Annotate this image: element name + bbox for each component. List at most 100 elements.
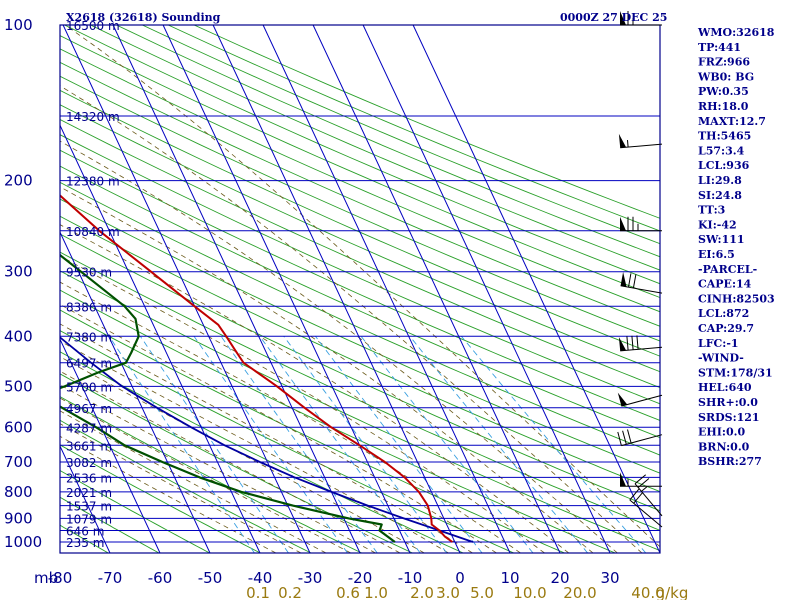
- mixing-ratio-line: [283, 336, 448, 553]
- sounding-time: 0000Z 27 DEC 25: [560, 11, 667, 24]
- dry-adiabat: [60, 149, 660, 421]
- parcel-trace: [60, 336, 474, 543]
- isotherm: [262, 25, 511, 553]
- moist-adiabat: [60, 186, 594, 553]
- isotherm: [362, 25, 611, 553]
- height-label: 2536 m: [66, 471, 112, 485]
- index-line: MAXT:12.7: [698, 115, 766, 128]
- moist-adiabat: [60, 384, 376, 553]
- index-line: TH:5465: [698, 130, 751, 143]
- moist-adiabat: [60, 370, 401, 553]
- moist-adiabat: [64, 25, 660, 548]
- temperature-tick-label: -40: [248, 569, 273, 587]
- dry-adiabat: [60, 309, 565, 553]
- height-label: 3082 m: [66, 456, 112, 470]
- profiles: [60, 194, 474, 543]
- pressure-tick-label: 400: [4, 327, 33, 345]
- moist-adiabat: [60, 140, 618, 553]
- index-line: SRDS:121: [698, 411, 760, 424]
- index-line: LI:29.8: [698, 174, 742, 187]
- index-line: FRZ:966: [698, 56, 750, 69]
- mixing-ratio-tick-label: 10.0: [513, 584, 546, 600]
- wind-barb: [617, 429, 663, 447]
- mixing-ratio-tick-label: 3.0: [436, 584, 460, 600]
- mixing-ratio-tick-label: 20.0: [563, 584, 596, 600]
- index-line: LFC:-1: [698, 337, 739, 350]
- dry-adiabat: [60, 48, 660, 313]
- dry-adiabat: [60, 75, 660, 342]
- temperature-tick-label: -50: [198, 569, 223, 587]
- wind-barbs: [617, 11, 663, 528]
- wind-barb: [619, 216, 663, 232]
- temperature-tick-label: 30: [600, 569, 619, 587]
- mixing-ratio-tick-label: 0.1: [246, 584, 270, 600]
- isotherm: [60, 444, 111, 553]
- wind-barb: [618, 335, 663, 352]
- dry-adiabat: [60, 104, 660, 373]
- height-label: 4967 m: [66, 402, 112, 416]
- height-label: 2021 m: [66, 486, 112, 500]
- index-line: PW:0.35: [698, 85, 749, 98]
- index-line: WMO:32618: [697, 26, 775, 39]
- temperature-tick-label: 0: [455, 569, 465, 587]
- temperature-tick-label: -30: [298, 569, 323, 587]
- height-label: 16500 m: [66, 19, 120, 33]
- height-label: 8386 m: [66, 300, 112, 314]
- station-title: X2618 (32618) Sounding: [66, 11, 221, 24]
- index-line: TT:3: [698, 204, 725, 217]
- isotherm: [212, 25, 461, 553]
- dewpoint-trace: [60, 253, 396, 543]
- dry-adiabat: [60, 270, 660, 552]
- dry-adiabat: [90, 25, 660, 271]
- isotherm: [312, 25, 561, 553]
- dry-adiabat: [60, 419, 312, 553]
- moist-adiabat: [60, 281, 521, 553]
- temperature-tick-label: 10: [500, 569, 519, 587]
- mixing-ratio-tick-label: 5.0: [470, 584, 494, 600]
- moist-adiabat: [60, 397, 351, 553]
- height-label: 10840 m: [66, 225, 120, 239]
- height-label: 1079 m: [66, 512, 112, 526]
- dry-adiabat: [60, 396, 362, 553]
- moist-adiabat: [60, 85, 643, 553]
- dry-adiabat: [60, 330, 515, 553]
- dry-adiabat: [60, 289, 616, 553]
- plot-frame: [59, 24, 661, 554]
- dry-adiabat: [60, 181, 660, 456]
- dry-adiabat: [60, 215, 660, 493]
- pressure-tick-label: 300: [4, 263, 33, 281]
- pressure-tick-label: 500: [4, 377, 33, 395]
- dry-adiabat: [60, 351, 464, 553]
- index-line: STM:178/31: [698, 366, 773, 379]
- height-label: 1537 m: [66, 500, 112, 514]
- dry-adiabat: [60, 165, 660, 439]
- dry-adiabat: [64, 25, 660, 285]
- temperature-tick-label: -60: [148, 569, 173, 587]
- index-line: RH:18.0: [698, 100, 749, 113]
- index-line: LCL:936: [698, 159, 750, 172]
- pressure-tick-label: 600: [4, 418, 33, 436]
- pressure-tick-label: 200: [4, 172, 33, 190]
- mixing-ratio-tick-label: 0.6: [336, 584, 360, 600]
- isotherm: [60, 337, 161, 553]
- mixing-ratio-unit-label: g/kg: [656, 584, 689, 600]
- moist-adiabat: [60, 340, 449, 553]
- height-label: 235 m: [66, 536, 104, 550]
- index-line: TP:441: [698, 41, 741, 54]
- height-label: 646 m: [66, 525, 104, 539]
- moist-adiabat: [60, 323, 473, 553]
- mixing-ratio-line: [259, 336, 421, 553]
- dry-adiabat: [60, 134, 660, 405]
- index-line: LCL:872: [698, 307, 749, 320]
- moist-adiabat: [60, 224, 570, 553]
- dry-adiabat: [60, 61, 660, 327]
- dry-adiabat: [60, 444, 261, 553]
- index-line: SHR+:0.0: [698, 396, 758, 409]
- wind-barb: [619, 472, 663, 487]
- moist-adiabat: [60, 303, 497, 553]
- index-line: EHI:0.0: [698, 426, 745, 439]
- dry-adiabat: [142, 25, 660, 245]
- height-label: 14320 m: [66, 110, 120, 124]
